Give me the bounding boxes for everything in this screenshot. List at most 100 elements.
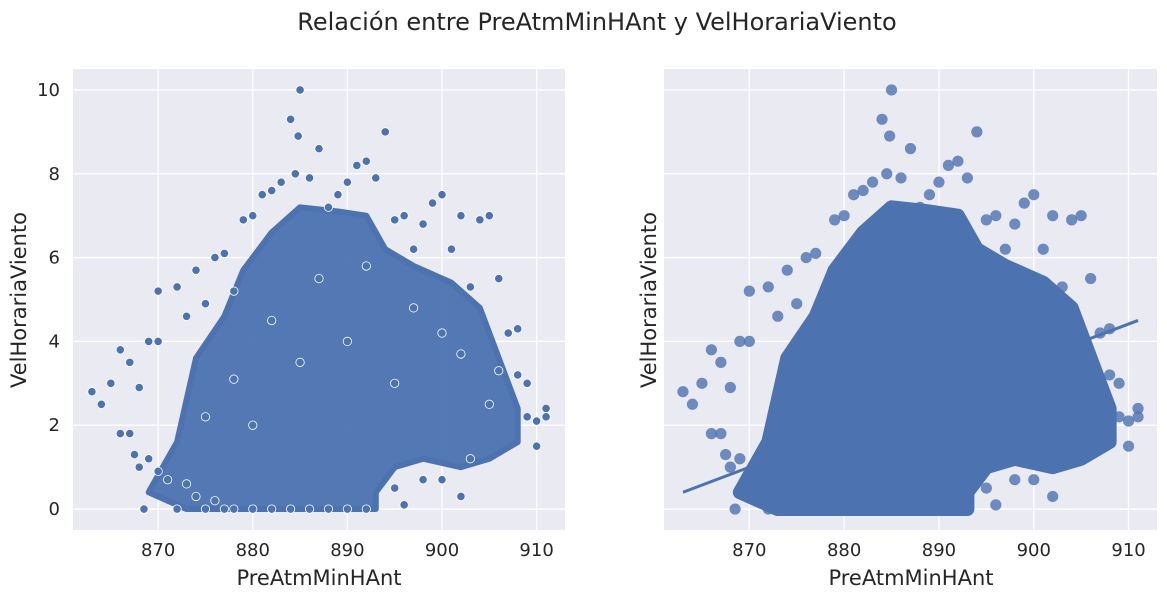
- data-point: [1028, 327, 1040, 339]
- regression-line: [682, 319, 1139, 494]
- data-point: [125, 429, 135, 439]
- data-point: [286, 114, 296, 124]
- x-tick-label: 880: [827, 540, 861, 561]
- data-point: [791, 298, 803, 310]
- data-point: [1085, 365, 1097, 377]
- x-tick-label: 890: [330, 540, 364, 561]
- data-point: [884, 130, 896, 142]
- data-point: [125, 357, 135, 367]
- data-point: [715, 356, 727, 368]
- data-point: [96, 399, 106, 409]
- data-point: [971, 126, 983, 138]
- data-point: [781, 490, 793, 503]
- scatter-panel-right: 870 880 890 900 910 PreAtmMinHAnt VelHoraria…: [637, 69, 1157, 590]
- data-point: [293, 131, 303, 141]
- x-axis-label: PreAtmMinHAnt: [828, 566, 993, 590]
- data-point: [1028, 189, 1040, 201]
- data-point: [999, 302, 1011, 314]
- data-point: [895, 172, 907, 184]
- data-point: [257, 190, 267, 200]
- x-tick-labels: 870 880 890 900 910: [141, 540, 554, 561]
- data-point: [456, 349, 466, 359]
- data-point: [153, 336, 163, 347]
- data-point: [1066, 214, 1078, 226]
- data-point: [1122, 440, 1135, 452]
- data-point: [361, 504, 371, 514]
- data-point: [942, 159, 955, 171]
- data-point: [772, 310, 784, 322]
- data-point: [1037, 243, 1049, 255]
- y-tick-label: 8: [49, 164, 60, 185]
- data-point: [980, 214, 992, 226]
- data-point: [229, 286, 239, 296]
- data-point: [295, 357, 305, 367]
- data-point: [961, 172, 973, 184]
- x-tick-label: 900: [1017, 540, 1051, 561]
- data-point: [181, 311, 192, 321]
- data-point: [885, 356, 898, 368]
- data-point: [437, 328, 447, 338]
- data-point: [267, 315, 277, 326]
- data-point: [295, 85, 305, 95]
- data-point: [819, 503, 831, 515]
- data-point: [1075, 210, 1087, 222]
- data-point: [342, 504, 352, 514]
- data-point: [696, 377, 708, 389]
- data-point: [990, 499, 1002, 511]
- data-point: [743, 285, 755, 297]
- dense-point-region: [145, 204, 521, 513]
- data-point: [465, 282, 475, 292]
- data-point: [427, 198, 438, 208]
- data-point: [1113, 411, 1125, 423]
- x-tick-label: 870: [732, 540, 766, 561]
- y-tick-label: 10: [37, 80, 60, 101]
- data-point: [800, 495, 812, 507]
- figure-title: Relación entre PreAtmMinHAnt y VelHorari…: [297, 8, 896, 36]
- data-point: [838, 210, 850, 222]
- data-point: [153, 466, 163, 476]
- data-point: [819, 285, 831, 297]
- data-point: [409, 303, 419, 313]
- data-point: [352, 160, 362, 170]
- data-point: [686, 398, 699, 410]
- data-point: [144, 454, 154, 464]
- data-point: [437, 475, 447, 485]
- x-tick-label: 910: [1111, 540, 1145, 561]
- data-point: [677, 386, 689, 398]
- data-point: [904, 272, 917, 285]
- data-point: [772, 478, 784, 490]
- point-cloud: [732, 200, 1117, 517]
- data-point: [857, 314, 869, 327]
- data-point: [342, 177, 352, 187]
- x-tick-label: 870: [141, 540, 175, 561]
- data-point: [838, 503, 850, 515]
- data-point: [129, 449, 140, 460]
- data-point: [115, 345, 125, 355]
- data-point: [724, 381, 736, 394]
- data-point: [1009, 474, 1021, 486]
- data-point: [304, 173, 315, 183]
- data-point: [248, 211, 258, 221]
- data-point: [532, 416, 542, 426]
- data-point: [810, 247, 822, 259]
- data-point: [1009, 218, 1021, 230]
- x-tick-label: 910: [519, 540, 553, 561]
- data-point: [323, 202, 334, 212]
- data-point: [134, 462, 144, 472]
- data-point: [248, 504, 258, 514]
- data-point: [134, 382, 144, 393]
- data-point: [933, 503, 945, 515]
- data-point: [267, 504, 277, 514]
- data-point: [484, 211, 494, 221]
- data-point: [1113, 377, 1125, 389]
- data-point: [276, 177, 286, 187]
- data-point: [952, 260, 964, 272]
- data-point: [390, 215, 400, 225]
- data-point: [172, 504, 182, 514]
- data-point: [219, 504, 229, 514]
- data-point: [800, 251, 812, 264]
- data-point: [494, 366, 504, 376]
- data-point: [409, 244, 419, 254]
- data-point: [848, 189, 860, 201]
- data-point: [762, 281, 774, 293]
